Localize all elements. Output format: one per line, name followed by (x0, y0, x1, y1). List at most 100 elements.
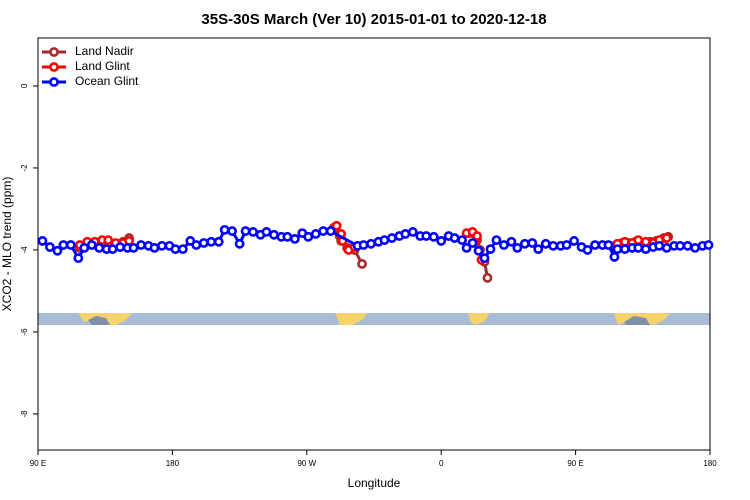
data-point (519, 238, 530, 249)
data-point (45, 242, 55, 252)
data-point (65, 240, 76, 250)
legend-marker (49, 62, 59, 72)
y-tick-label: -6 (20, 328, 29, 336)
data-point (177, 244, 188, 255)
data-point (227, 226, 238, 236)
data-point (157, 240, 167, 251)
data-point (289, 233, 300, 244)
data-point (366, 238, 376, 249)
data-point (282, 231, 293, 242)
data-point (261, 227, 272, 237)
data-point (461, 242, 472, 253)
data-point (569, 236, 580, 246)
data-point (533, 244, 544, 255)
data-point (73, 253, 84, 264)
data-point (482, 272, 493, 283)
data-point (191, 240, 202, 250)
data-point (675, 240, 686, 251)
y-tick-label: -4 (20, 246, 29, 254)
data-point (86, 240, 97, 250)
series-line (79, 226, 669, 279)
data-point (590, 240, 600, 250)
data-point (37, 236, 48, 246)
data-point (128, 242, 139, 253)
legend-marker (49, 47, 59, 57)
data-point (206, 236, 217, 247)
data-point (527, 238, 538, 248)
data-point (548, 240, 559, 251)
data-point (612, 244, 623, 255)
data-point (318, 226, 329, 236)
data-point (682, 240, 693, 251)
data-point (436, 236, 447, 246)
data-point (661, 233, 672, 243)
data-point (331, 220, 342, 231)
data-point (603, 240, 614, 250)
data-point (79, 242, 90, 253)
data-point (506, 236, 517, 247)
data-point (485, 244, 496, 255)
y-axis-label: XCO2 - MLO trend (ppm) (0, 177, 14, 312)
data-point (640, 244, 651, 255)
data-point (654, 240, 665, 251)
data-point (619, 244, 630, 255)
y-tick-label: 0 (20, 83, 29, 88)
data-point (248, 227, 258, 237)
data-point (234, 238, 245, 249)
map-strip (38, 313, 710, 325)
data-point (561, 240, 572, 250)
data-point (213, 236, 224, 247)
data-point (103, 235, 114, 246)
data-point (407, 227, 418, 237)
data-point (379, 235, 390, 246)
legend-label: Land Nadir (75, 44, 134, 58)
y-tick-label: -8 (20, 410, 29, 418)
chart-title: 35S-30S March (Ver 10) 2015-01-01 to 202… (201, 11, 546, 28)
data-point (499, 240, 509, 250)
data-point (149, 242, 160, 253)
x-axis-label: Longitude (348, 476, 401, 490)
data-point (428, 231, 439, 242)
x-tick-label: 180 (703, 459, 717, 468)
data-point (582, 245, 593, 255)
y-tick-label: -2 (20, 164, 29, 172)
data-point (387, 233, 397, 243)
data-point (358, 240, 369, 250)
data-point (421, 231, 432, 241)
data-point (240, 226, 251, 236)
data-point (661, 242, 672, 253)
x-tick-label: 180 (166, 459, 180, 468)
data-point (58, 240, 69, 250)
data-point (491, 235, 502, 246)
x-tick-label: 0 (439, 459, 444, 468)
data-point (303, 231, 314, 242)
data-point (633, 242, 644, 253)
data-point (136, 240, 146, 250)
data-point (449, 233, 460, 243)
legend-label: Ocean Glint (75, 74, 139, 88)
data-point (633, 235, 644, 246)
data-point (479, 253, 490, 264)
data-point (198, 238, 209, 248)
data-point (473, 245, 484, 256)
data-point (115, 242, 126, 252)
data-point (310, 229, 321, 239)
data-point (472, 231, 482, 241)
legend-marker (49, 77, 59, 87)
x-tick-label: 90 E (567, 459, 583, 468)
data-point (690, 242, 700, 253)
data-point (94, 242, 105, 253)
data-point (325, 226, 336, 236)
data-point (357, 258, 367, 269)
data-point (269, 229, 279, 240)
x-tick-label: 90 E (30, 459, 46, 468)
data-point (512, 242, 523, 253)
data-point (170, 244, 181, 255)
data-point (107, 244, 118, 255)
x-tick-label: 90 W (297, 459, 316, 468)
data-point (219, 224, 230, 235)
data-point (400, 229, 411, 239)
data-point (52, 245, 63, 256)
data-point (609, 252, 620, 262)
